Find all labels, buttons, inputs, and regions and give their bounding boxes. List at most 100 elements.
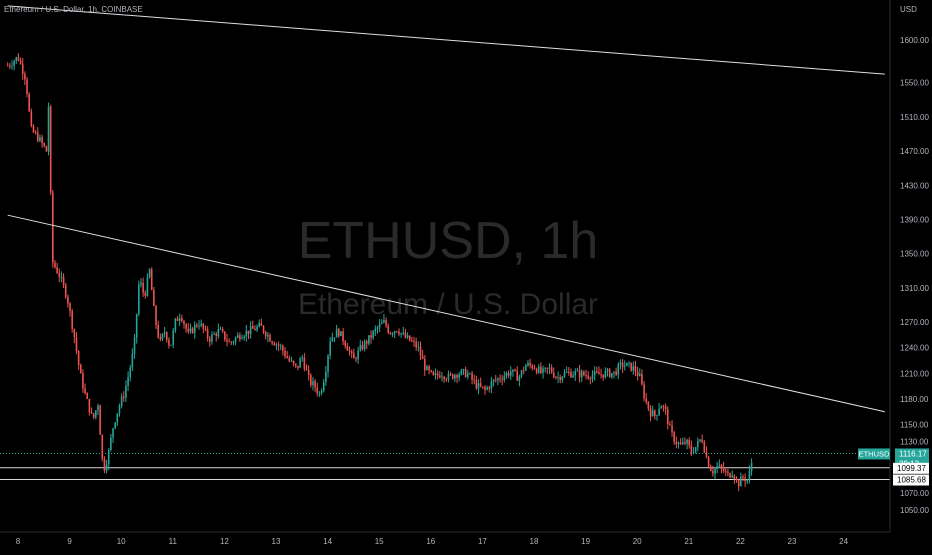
candle-body bbox=[697, 440, 699, 448]
candle-body bbox=[105, 464, 108, 471]
time-tick-label: 17 bbox=[478, 537, 487, 546]
candle-body bbox=[709, 466, 712, 471]
price-tick-label: 1390.00 bbox=[900, 215, 929, 224]
candle-body bbox=[346, 345, 349, 351]
candle-body bbox=[686, 439, 688, 444]
watermark-description: Ethereum / U.S. Dollar bbox=[298, 288, 598, 321]
candle-body bbox=[488, 387, 491, 389]
candle-body bbox=[368, 335, 370, 344]
time-tick-label: 11 bbox=[169, 537, 178, 546]
time-tick-label: 16 bbox=[426, 537, 435, 546]
price-axis[interactable]: USD 1600.00 1550.00 1510.00 1470.00 1430.00 1… bbox=[889, 0, 929, 532]
candle-body bbox=[722, 467, 725, 471]
candle-body bbox=[750, 462, 753, 472]
symbol-badge bbox=[858, 448, 890, 460]
time-tick-label: 24 bbox=[839, 537, 848, 546]
candle-body bbox=[733, 475, 736, 480]
candle-body bbox=[447, 373, 450, 380]
candle-body bbox=[215, 333, 218, 337]
candle-body bbox=[359, 345, 362, 351]
candle-body bbox=[518, 376, 521, 381]
time-tick-label: 14 bbox=[323, 537, 332, 546]
time-axis[interactable]: 8 9 10 11 12 13 14 15 16 17 18 19 20 21 22 23 24 bbox=[0, 531, 890, 546]
candle-body bbox=[146, 277, 149, 296]
candle-body bbox=[56, 267, 58, 274]
time-tick-label: 12 bbox=[220, 537, 229, 546]
candle-body bbox=[563, 372, 566, 377]
candle-body bbox=[737, 479, 740, 487]
candle-body bbox=[355, 358, 357, 360]
candle-body bbox=[714, 468, 716, 474]
candle-body bbox=[11, 65, 13, 67]
candle-body bbox=[204, 329, 207, 330]
price-tick-label: 1350.00 bbox=[900, 250, 929, 259]
candle-body bbox=[494, 379, 497, 381]
candle-body bbox=[718, 465, 721, 467]
candle-body bbox=[153, 290, 155, 306]
candle-body bbox=[314, 381, 316, 388]
candle-body bbox=[393, 331, 396, 334]
candle-body bbox=[565, 372, 568, 373]
candle-body bbox=[271, 341, 273, 344]
candle-body bbox=[479, 383, 482, 387]
candle-body bbox=[471, 373, 473, 380]
candle-body bbox=[26, 79, 28, 94]
candle-body bbox=[64, 284, 67, 297]
candle-body bbox=[28, 93, 30, 112]
candle-body bbox=[598, 372, 600, 375]
level-price-label: 1099.37 bbox=[897, 464, 926, 473]
candle-body bbox=[645, 398, 648, 402]
candle-body bbox=[406, 335, 409, 338]
candle-body bbox=[189, 328, 192, 332]
candle-body bbox=[727, 471, 729, 474]
candle-body bbox=[24, 73, 26, 80]
candle-body bbox=[219, 329, 222, 330]
candle-body bbox=[245, 330, 248, 337]
candle-body bbox=[443, 376, 445, 380]
candle-body bbox=[475, 380, 478, 389]
candle-body bbox=[305, 368, 308, 371]
candle-body bbox=[389, 332, 392, 335]
candle-body bbox=[372, 331, 374, 338]
candle-body bbox=[256, 326, 258, 331]
candle-body bbox=[9, 65, 11, 67]
price-tick-label: 1070.00 bbox=[900, 489, 929, 498]
candle-body bbox=[537, 366, 540, 373]
candle-body bbox=[454, 375, 456, 379]
price-tick-label: 1310.00 bbox=[900, 284, 929, 293]
candle-body bbox=[262, 325, 265, 333]
candle-body bbox=[656, 415, 658, 416]
candle-body bbox=[213, 333, 215, 335]
candle-body bbox=[363, 341, 366, 349]
candle-body bbox=[107, 449, 110, 465]
candle-body bbox=[344, 341, 347, 346]
candle-body bbox=[183, 321, 185, 325]
candle-body bbox=[641, 373, 643, 385]
candle-body bbox=[159, 337, 162, 339]
candle-body bbox=[39, 137, 41, 141]
candle-body bbox=[694, 447, 697, 453]
candle-body bbox=[138, 284, 140, 314]
candle-body bbox=[746, 479, 749, 482]
trendline[interactable] bbox=[7, 214, 885, 413]
candle-body bbox=[163, 332, 166, 335]
candle-body bbox=[484, 387, 486, 390]
price-tick-label: 1470.00 bbox=[900, 147, 929, 156]
candle-body bbox=[595, 371, 598, 373]
candle-body bbox=[273, 343, 276, 346]
price-tick-label: 1210.00 bbox=[900, 369, 929, 378]
candle-body bbox=[540, 366, 542, 373]
candle-body bbox=[165, 332, 168, 340]
candle-body bbox=[658, 408, 660, 416]
candle-body bbox=[312, 381, 314, 386]
candle-body bbox=[531, 365, 534, 369]
trendline[interactable] bbox=[7, 5, 885, 75]
candle-body bbox=[17, 57, 20, 61]
candle-body bbox=[286, 356, 288, 358]
candle-body bbox=[600, 374, 602, 376]
candle-body bbox=[350, 351, 353, 353]
candle-body bbox=[264, 332, 267, 337]
candle-body bbox=[342, 331, 344, 342]
candle-body bbox=[580, 371, 583, 378]
